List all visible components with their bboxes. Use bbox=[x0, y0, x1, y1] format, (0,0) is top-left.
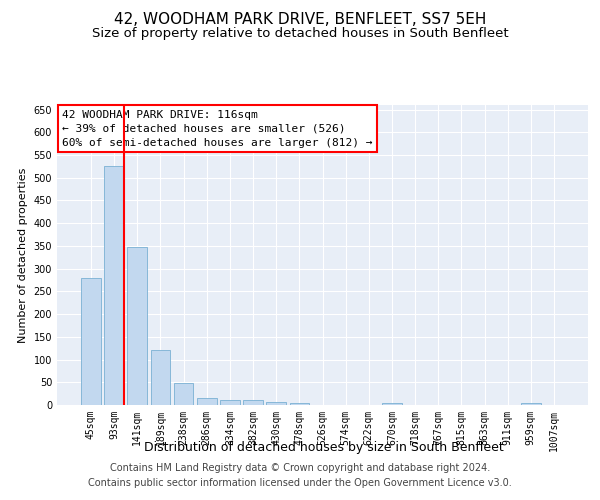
Bar bbox=[243, 400, 263, 405]
Bar bbox=[127, 248, 147, 405]
Bar bbox=[220, 400, 240, 405]
Bar bbox=[521, 402, 541, 405]
Bar bbox=[174, 383, 193, 405]
Bar bbox=[81, 278, 101, 405]
Bar bbox=[290, 402, 309, 405]
Text: 42, WOODHAM PARK DRIVE, BENFLEET, SS7 5EH: 42, WOODHAM PARK DRIVE, BENFLEET, SS7 5E… bbox=[114, 12, 486, 28]
Y-axis label: Number of detached properties: Number of detached properties bbox=[18, 168, 28, 342]
Bar bbox=[104, 166, 124, 405]
Bar bbox=[266, 402, 286, 405]
Text: Size of property relative to detached houses in South Benfleet: Size of property relative to detached ho… bbox=[92, 28, 508, 40]
Bar bbox=[151, 350, 170, 405]
Bar bbox=[197, 398, 217, 405]
Bar bbox=[382, 402, 402, 405]
Text: 42 WOODHAM PARK DRIVE: 116sqm
← 39% of detached houses are smaller (526)
60% of : 42 WOODHAM PARK DRIVE: 116sqm ← 39% of d… bbox=[62, 110, 373, 148]
Text: Distribution of detached houses by size in South Benfleet: Distribution of detached houses by size … bbox=[144, 441, 504, 454]
Text: Contains HM Land Registry data © Crown copyright and database right 2024.
Contai: Contains HM Land Registry data © Crown c… bbox=[88, 462, 512, 487]
